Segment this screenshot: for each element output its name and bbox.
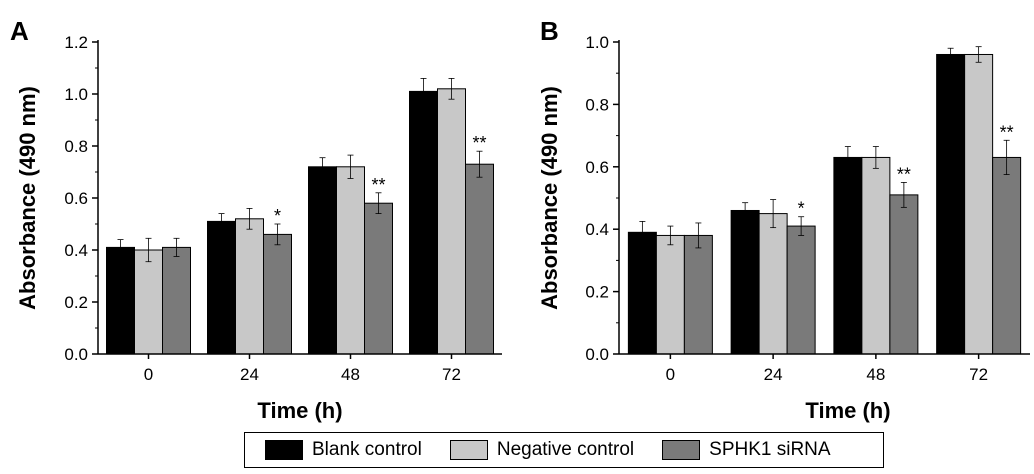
bar <box>964 53 994 355</box>
bar <box>134 249 163 355</box>
panel-label: B <box>540 16 559 46</box>
x-tick-label: 48 <box>341 365 360 384</box>
y-tick-label: 0.6 <box>64 189 88 208</box>
legend-item-sphk1-sirna: SPHK1 siRNA <box>662 439 831 461</box>
y-tick-label: 0.8 <box>64 137 88 156</box>
legend-swatch-negative-control <box>449 440 488 460</box>
bar <box>263 233 292 355</box>
y-tick-label: 0.4 <box>585 220 609 239</box>
bar <box>992 156 1022 355</box>
bar <box>889 194 919 355</box>
bar <box>730 209 760 355</box>
bar <box>833 156 863 355</box>
significance-marker: ** <box>897 164 911 184</box>
panel-label: A <box>10 16 29 46</box>
x-tick-label: 72 <box>442 365 461 384</box>
significance-marker: * <box>274 206 281 226</box>
bar <box>207 220 236 355</box>
bar <box>465 163 494 355</box>
panel-b: B 0.0 0.2 0.4 0.6 0.8 1.0 0 * 24 ** 48 ** 72 Time (h) A… <box>537 16 1030 423</box>
bar <box>308 166 337 355</box>
x-tick-label: 24 <box>764 365 783 384</box>
legend-label-sphk1-sirna: SPHK1 siRNA <box>709 439 831 460</box>
panel-a: A 0.0 0.2 0.4 0.6 0.8 1.0 1.2 0 * 24 ** 48 ** 72 Time (… <box>10 16 502 423</box>
y-tick-label: 0.2 <box>585 283 609 302</box>
legend-swatch-sphk1-sirna <box>662 440 701 460</box>
legend-label-blank-control: Blank control <box>312 439 422 460</box>
y-tick-label: 0.0 <box>585 345 609 364</box>
significance-marker: * <box>798 199 805 219</box>
y-axis-title: Absorbance (490 nm) <box>537 86 562 310</box>
legend-item-blank-control: Blank control <box>265 439 422 461</box>
x-tick-label: 24 <box>240 365 259 384</box>
x-tick-label: 0 <box>144 365 153 384</box>
legend-swatch-blank-control <box>265 440 303 460</box>
bar <box>336 166 365 355</box>
bar <box>758 213 788 355</box>
y-axis-title: Absorbance (490 nm) <box>15 86 40 310</box>
bar <box>861 156 891 355</box>
y-tick-label: 0.2 <box>64 293 88 312</box>
bar <box>627 231 657 355</box>
bar <box>106 246 135 355</box>
significance-marker: ** <box>371 175 385 195</box>
x-tick-label: 48 <box>866 365 885 384</box>
bar <box>235 218 264 355</box>
x-axis-title: Time (h) <box>805 398 890 423</box>
bar <box>786 225 816 355</box>
bar <box>437 88 466 355</box>
bar <box>409 90 438 355</box>
legend: Blank control Negative control SPHK1 siR… <box>244 432 884 468</box>
y-tick-label: 0.0 <box>64 345 88 364</box>
significance-marker: ** <box>472 133 486 153</box>
x-axis-title: Time (h) <box>257 398 342 423</box>
y-tick-label: 1.0 <box>64 85 88 104</box>
y-tick-label: 0.8 <box>585 95 609 114</box>
significance-marker: ** <box>1000 122 1014 142</box>
y-tick-label: 1.0 <box>585 33 609 52</box>
y-tick-label: 0.4 <box>64 241 88 260</box>
bar <box>655 234 685 355</box>
legend-label-negative-control: Negative control <box>496 439 635 460</box>
legend-item-negative-control: Negative control <box>449 439 635 461</box>
bar <box>364 202 393 355</box>
bar <box>936 53 966 355</box>
bar <box>162 246 191 355</box>
x-tick-label: 72 <box>969 365 988 384</box>
y-tick-label: 1.2 <box>64 33 88 52</box>
bar <box>683 234 713 355</box>
x-tick-label: 0 <box>666 365 675 384</box>
y-tick-label: 0.6 <box>585 158 609 177</box>
